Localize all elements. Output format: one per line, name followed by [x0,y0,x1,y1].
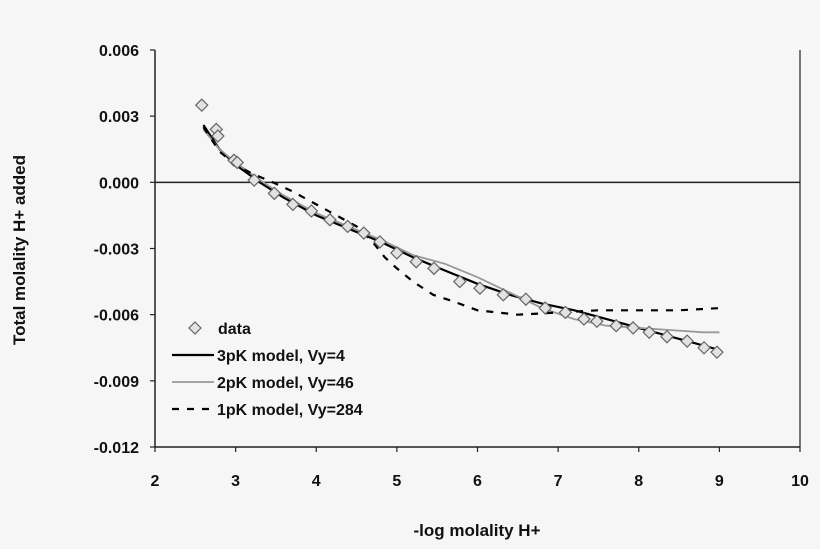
series-line-3 [202,126,720,316]
y-tick-label: -0.003 [94,242,139,259]
x-tick-label: 7 [554,473,563,490]
data-point [496,287,511,302]
data-point [323,212,337,227]
x-tick-label: 5 [392,473,401,490]
data-point [589,314,604,329]
y-tick-label: 0.003 [99,109,139,126]
data-point [660,329,674,344]
x-axis-label: -log molality H+ [413,521,540,540]
data-point [519,292,533,307]
legend-label: 3pK model, Vy=4 [217,348,345,365]
legend-label: data [218,321,251,338]
data-point [452,274,467,289]
plot-area [194,98,724,360]
data-point [247,173,262,187]
x-tick-label: 8 [634,473,643,490]
data-point [538,301,553,315]
data-point [409,254,424,269]
data-point [642,325,657,340]
data-point [577,312,591,326]
series-line-1 [202,124,720,352]
data-point [626,321,640,335]
data-point [697,340,711,355]
data-point [558,305,573,320]
data-point [609,318,624,333]
data-point [473,281,487,296]
data-point [710,345,724,360]
data-point [267,186,282,201]
data-point [304,204,319,218]
data-point [286,197,300,212]
data-point [356,226,371,240]
data-point [340,219,355,234]
y-tick-label: -0.009 [94,374,139,391]
y-tick-label: 0.000 [99,175,139,192]
series-line-2 [202,128,720,334]
data-point [373,235,387,249]
legend-marker [188,321,202,335]
y-tick-label: -0.012 [94,440,139,457]
x-tick-label: 2 [151,473,160,490]
y-axis-label: Total molality H+ added [10,155,29,345]
legend-label: 2pK model, Vy=46 [217,375,354,392]
data-point [230,155,245,170]
x-tick-label: 10 [791,473,809,490]
axes: 0.006 0.003 0.000 -0.003 -0.006 -0.009 -0.012 2… [94,43,809,490]
data-point [680,334,694,348]
data-point [390,246,404,260]
x-tick-label: 9 [715,473,724,490]
data-point [211,129,225,143]
x-tick-label: 4 [312,473,321,490]
x-tick-label: 3 [231,473,240,490]
y-tick-label: 0.006 [99,43,139,60]
y-tick-label: -0.006 [94,308,139,325]
data-point [427,261,441,276]
x-tick-label: 6 [473,473,482,490]
legend: data 3pK model, Vy=4 2pK model, Vy=46 1pK m… [172,321,363,419]
legend-label: 1pK model, Vy=284 [217,402,363,419]
data-point [194,98,209,112]
